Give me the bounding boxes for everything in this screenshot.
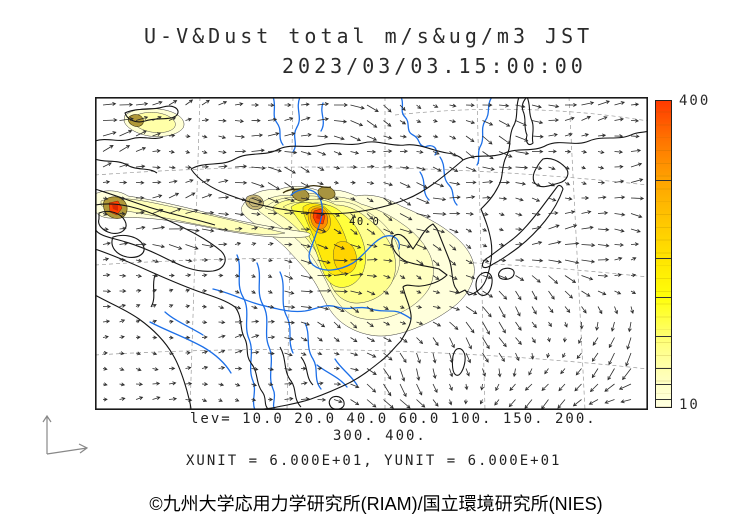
levels-caption-line1: lev= 10.0 20.0 40.0 60.0 100. 150. 200. (190, 411, 597, 427)
river-lines (149, 96, 493, 411)
page-title: U-V&Dust total m/s&ug/m3 JST (144, 24, 594, 48)
wind-vectors (102, 99, 645, 410)
units-caption: XUNIT = 6.000E+01, YUNIT = 6.000E+01 (186, 453, 562, 469)
colorbar-tick (656, 367, 671, 369)
colorbar-min-label: 10 (679, 397, 700, 413)
axis-arrows-icon (42, 414, 89, 455)
contour-label-40: 40.0 (349, 216, 380, 228)
colorbar-tick (656, 336, 671, 338)
colorbar-max-label: 400 (679, 93, 711, 109)
colorbar-tick (656, 257, 671, 259)
title-timestamp: 2023/03/03.15:00:00 (282, 54, 587, 78)
map-canvas: 40.0 (94, 96, 649, 411)
dust-contours (94, 108, 475, 337)
colorbar-tick (656, 179, 671, 181)
levels-caption-line2: 300. 400. (333, 428, 427, 444)
map-svg: 40.0 (94, 96, 649, 411)
colorbar-tick (656, 297, 671, 299)
colorbar (655, 100, 672, 408)
map-frame (95, 97, 649, 410)
copyright-text: ©九州大学応用力学研究所(RIAM)/国立環境研究所(NIES) (149, 494, 603, 514)
coastline-borders (94, 96, 649, 411)
colorbar-tick (656, 399, 671, 401)
colorbar-tick (656, 383, 671, 385)
